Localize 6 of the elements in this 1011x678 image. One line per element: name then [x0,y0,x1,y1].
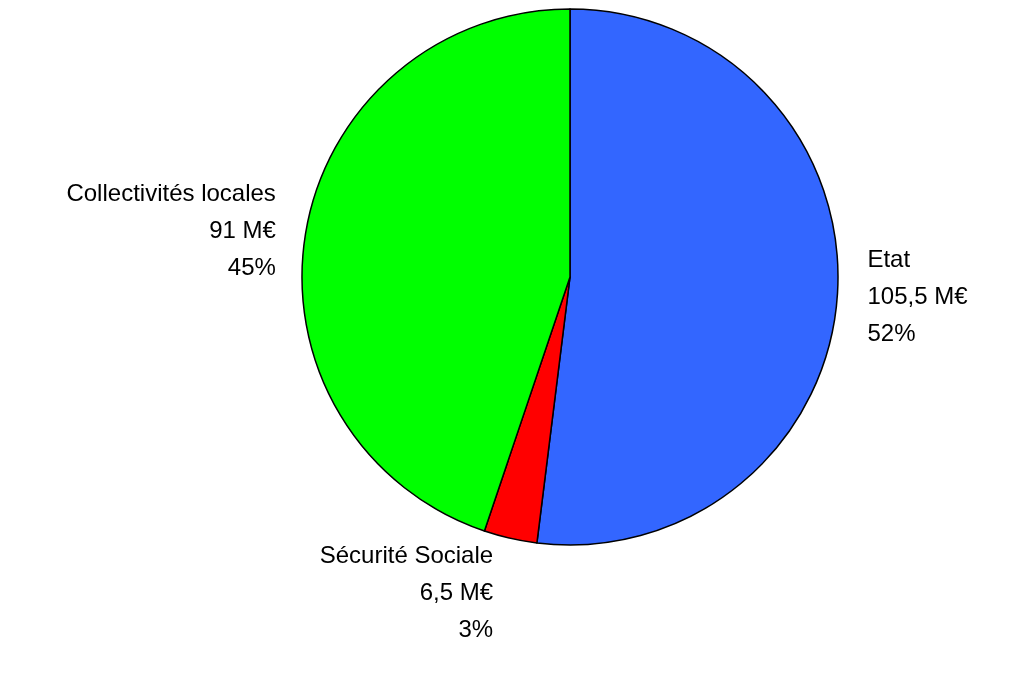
data-label: 105,5 M€ 52% [867,281,969,346]
slice-label: Etat [867,244,911,272]
slice-label: Sécurité Sociale [319,541,494,569]
data-label: 91 M€ 45% [209,216,277,281]
slice-label: Collectivités locales [66,179,276,207]
data-label: 6,5 M€ 3% [419,578,494,643]
